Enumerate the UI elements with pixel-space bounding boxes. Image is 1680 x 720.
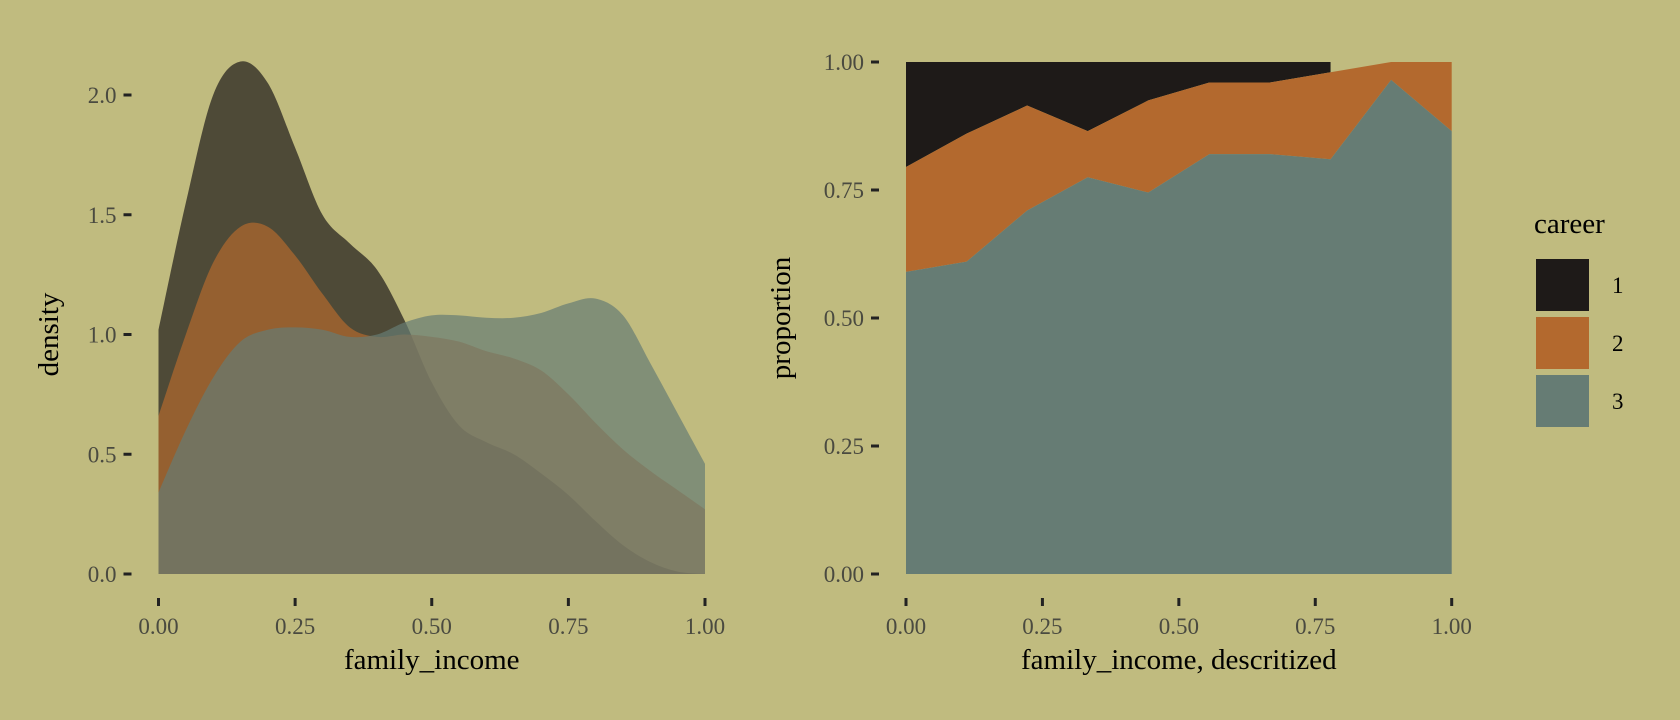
legend-label-career-2: 2 <box>1612 331 1624 356</box>
y-tick-label: 0.00 <box>824 562 864 587</box>
y-axis-title: density <box>33 292 65 376</box>
x-tick-label: 0.75 <box>548 614 588 639</box>
legend-title: career <box>1534 208 1605 240</box>
x-tick-label: 0.50 <box>1159 614 1199 639</box>
y-tick-label: 0.5 <box>88 442 117 467</box>
y-axis-title: proportion <box>765 256 797 379</box>
legend-key-career-2 <box>1536 317 1589 369</box>
x-tick-label: 1.00 <box>685 614 725 639</box>
legend: career 1 2 3 <box>1534 208 1624 427</box>
y-tick-label: 2.0 <box>88 83 117 108</box>
y-tick-label: 0.25 <box>824 434 864 459</box>
x-tick-label: 0.25 <box>275 614 315 639</box>
y-tick-label: 1.00 <box>824 50 864 75</box>
stacked-area-career-1 <box>906 62 1331 167</box>
x-tick-label: 0.50 <box>412 614 452 639</box>
y-tick-label: 1.0 <box>88 323 117 348</box>
x-axis-title: family_income <box>344 644 520 676</box>
legend-key-career-1 <box>1536 259 1589 311</box>
legend-key-career-3 <box>1536 375 1589 427</box>
y-tick-label: 0.75 <box>824 178 864 203</box>
density-panel: 0.00 0.25 0.50 0.75 1.00 0.0 0.5 1.0 1.5 2.0 famil… <box>33 61 725 676</box>
legend-label-career-3: 3 <box>1612 389 1624 414</box>
x-tick-label: 0.75 <box>1295 614 1335 639</box>
y-tick-label: 1.5 <box>88 203 117 228</box>
y-tick-label: 0.0 <box>88 562 117 587</box>
stacked-area-career-3 <box>906 79 1452 575</box>
x-tick-label: 1.00 <box>1432 614 1472 639</box>
stacked-area-career-2 <box>906 62 1452 272</box>
density-area-career-3 <box>158 298 705 574</box>
x-axis-title: family_income, descritized <box>1021 644 1337 676</box>
proportion-panel: 0.00 0.25 0.50 0.75 1.00 0.00 0.25 0.50 0.75 1.00… <box>765 50 1472 676</box>
y-tick-label: 0.50 <box>824 306 864 331</box>
x-tick-label: 0.00 <box>138 614 178 639</box>
legend-label-career-1: 1 <box>1612 273 1624 298</box>
x-tick-label: 0.00 <box>886 614 926 639</box>
x-tick-label: 0.25 <box>1022 614 1062 639</box>
